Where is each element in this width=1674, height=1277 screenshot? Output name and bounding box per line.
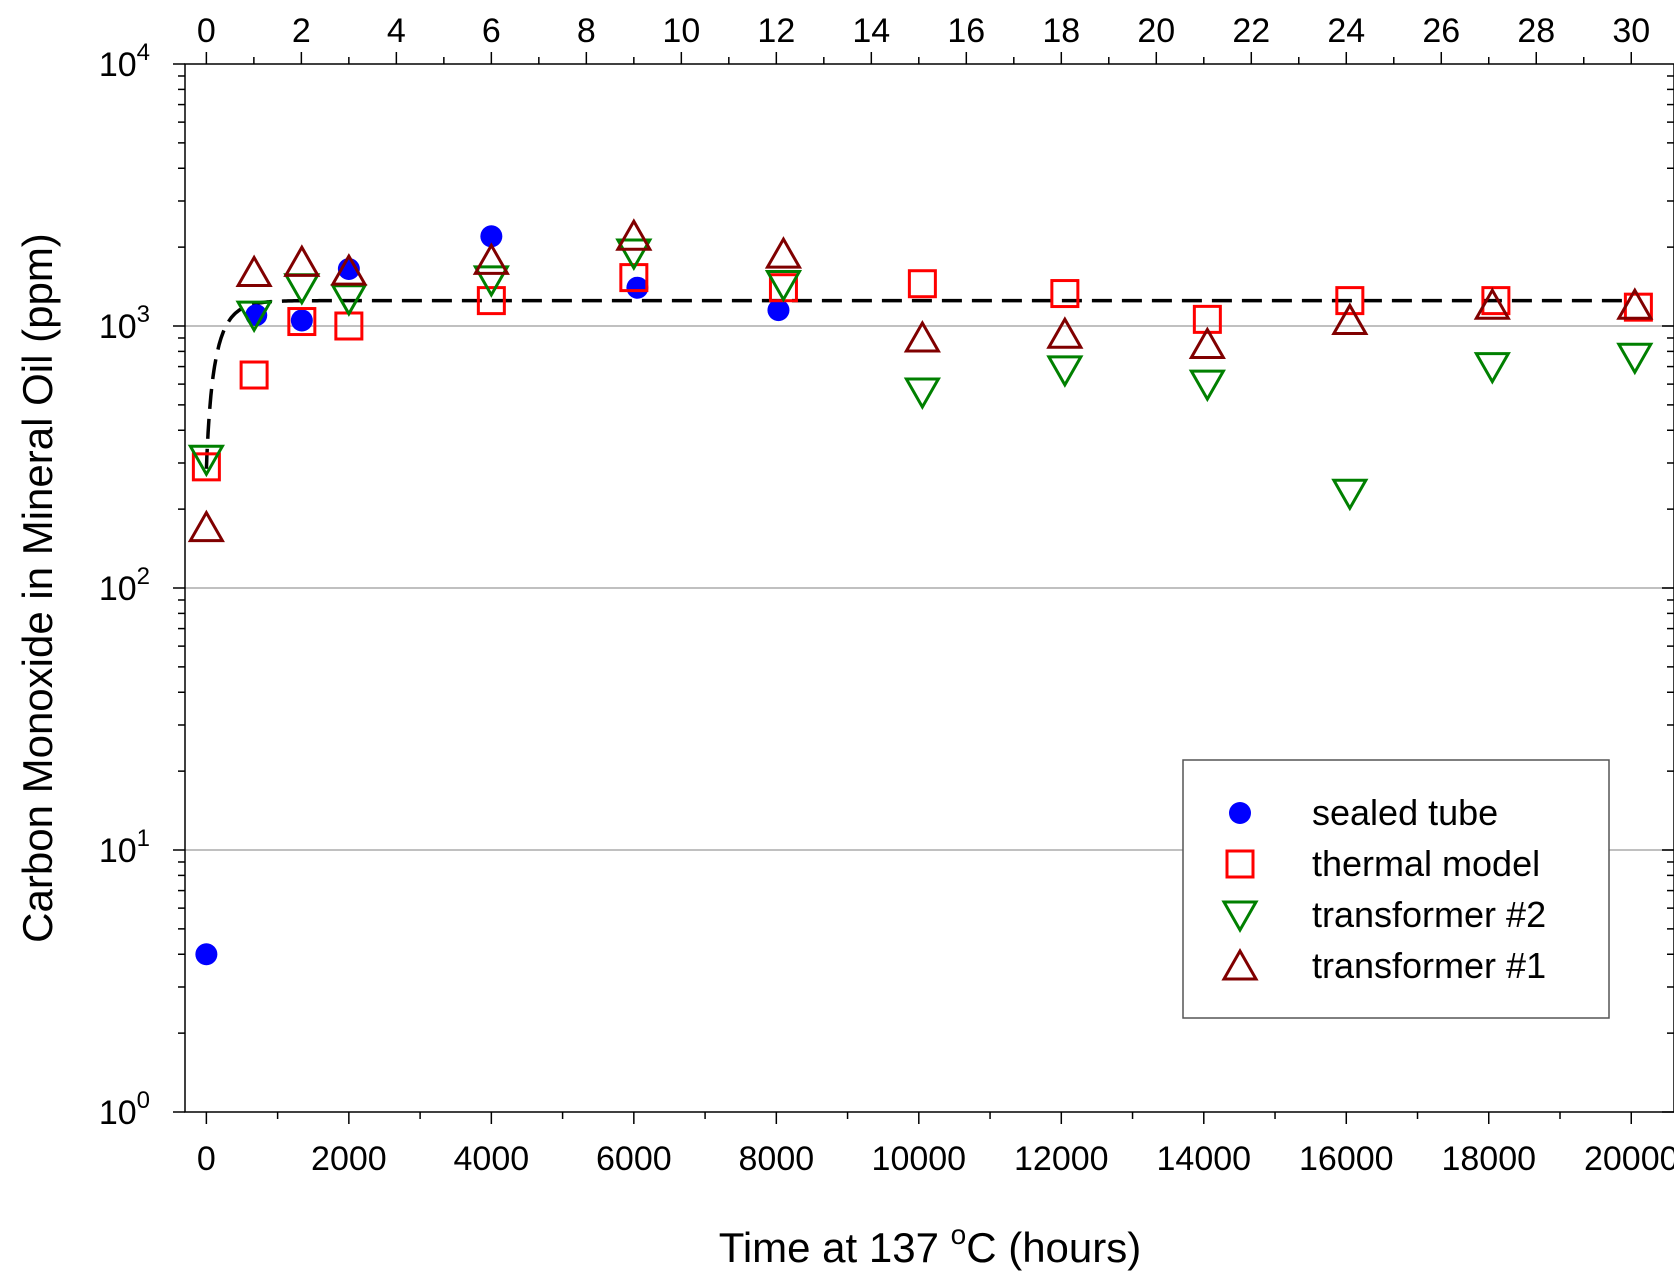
data-point [1616,287,1654,320]
x-tick-label: 4000 [454,1140,530,1178]
top-tick-label: 18 [1042,12,1080,50]
x-tick-label: 14000 [1157,1140,1252,1178]
data-point [1188,326,1226,359]
data-point [1481,286,1511,316]
y-tick-label: 103 [99,301,150,346]
x-axis-label: Time at 137 oC (hours) [719,1219,1142,1271]
data-point [764,236,803,269]
data-point [235,300,273,334]
x-tick-label: 0 [197,1140,216,1178]
top-tick-label: 12 [757,12,795,50]
data-point [283,244,321,277]
x-tick-label: 10000 [872,1140,967,1178]
data-point [330,253,368,286]
data-point [1616,342,1654,376]
data-point [330,284,368,317]
top-tick-label: 24 [1327,12,1365,50]
legend-marker [1221,900,1259,934]
legend-marker [1225,849,1255,879]
data-point [1188,369,1226,403]
x-tick-label: 12000 [1014,1140,1109,1178]
x-tick-label: 16000 [1299,1140,1394,1178]
y-tick-label: 101 [99,825,150,870]
data-point [1050,279,1080,309]
axis-tick-labels: 0 2000 4000 6000 8000 10000 12000 14000 16000 180… [99,12,1674,1178]
legend-marker [1221,947,1259,981]
legend-label: sealed tube [1312,792,1498,833]
fit-curve [204,298,1632,469]
series-sealed-tube [195,225,790,966]
data-point [187,509,225,543]
y-tick-label: 100 [99,1087,150,1132]
data-point [239,360,269,390]
data-point [290,309,313,332]
data-point [187,444,225,478]
data-point [1046,316,1084,349]
data-point [472,242,510,275]
data-point [903,319,941,353]
data-points [187,218,1654,966]
top-tick-label: 2 [292,12,311,50]
y-tick-label: 104 [99,39,150,84]
top-tick-label: 28 [1517,12,1555,50]
data-point [764,270,803,303]
data-point [615,218,653,251]
legend-label: thermal model [1312,843,1540,884]
data-point [1046,355,1084,388]
top-tick-label: 6 [482,12,501,50]
data-point [235,254,273,288]
data-point [472,265,510,298]
x-tick-label: 2000 [311,1140,387,1178]
axis-ticks [173,52,1674,1124]
y-axis-label: Carbon Monoxide in Mineral Oil (ppm) [14,233,61,943]
data-point [1335,286,1365,316]
top-tick-label: 0 [197,12,216,50]
data-point [767,299,790,322]
legend-label: transformer #2 [1312,894,1546,935]
top-tick-label: 20 [1137,12,1175,50]
data-point [476,286,506,316]
x-tick-label: 18000 [1441,1140,1536,1178]
top-tick-label: 30 [1612,12,1650,50]
data-point [1331,302,1369,335]
top-tick-label: 26 [1422,12,1460,50]
data-point [619,263,649,293]
x-tick-label: 8000 [739,1140,815,1178]
fit-curve-layer [204,298,1632,469]
data-point [1473,287,1511,320]
y-tick-label: 102 [99,563,150,608]
legend-marker [1229,802,1251,824]
top-tick-label: 4 [387,12,406,50]
series-transformer-2 [187,238,1654,512]
data-point [283,273,321,306]
legend-label: transformer #1 [1312,945,1546,986]
data-point [615,238,653,271]
series-thermal-model [191,263,1653,482]
data-point [480,225,503,248]
data-point [245,304,268,327]
top-tick-label: 22 [1232,12,1270,50]
top-tick-label: 10 [662,12,700,50]
top-tick-label: 14 [852,12,890,50]
legend: sealed tube thermal model transformer #2 tr… [1182,759,1610,1019]
data-point [1331,478,1369,512]
data-point [287,307,317,337]
data-point [907,269,937,299]
top-tick-label: 8 [577,12,596,50]
data-point [626,276,649,299]
data-point [1473,352,1511,385]
top-tick-label: 16 [947,12,985,50]
x-tick-label: 20000 [1584,1140,1674,1178]
data-point [191,452,221,482]
series-transformer-1 [187,218,1654,543]
x-tick-label: 6000 [596,1140,672,1178]
data-point [903,377,941,410]
data-point [195,943,218,966]
